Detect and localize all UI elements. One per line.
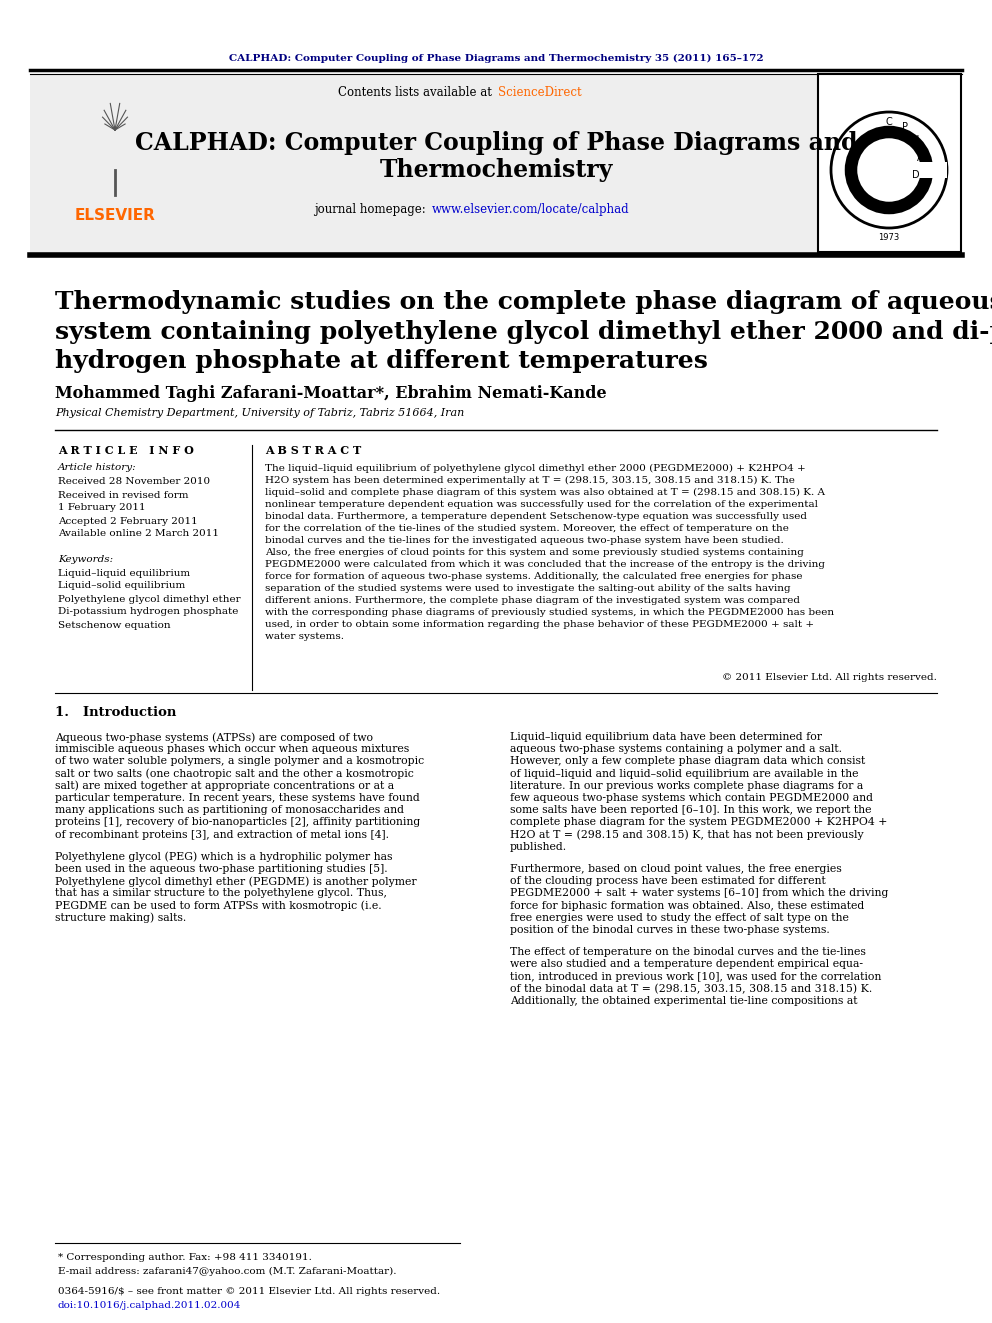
Text: Also, the free energies of cloud points for this system and some previously stud: Also, the free energies of cloud points …: [265, 548, 804, 557]
Text: H: H: [913, 135, 920, 146]
Text: Liquid–liquid equilibrium data have been determined for: Liquid–liquid equilibrium data have been…: [510, 732, 822, 742]
Text: structure making) salts.: structure making) salts.: [55, 913, 186, 923]
Text: P: P: [902, 122, 908, 132]
Text: Liquid–solid equilibrium: Liquid–solid equilibrium: [58, 582, 186, 590]
Text: nonlinear temperature dependent equation was successfully used for the correlati: nonlinear temperature dependent equation…: [265, 500, 818, 509]
Text: salt or two salts (one chaotropic salt and the other a kosmotropic: salt or two salts (one chaotropic salt a…: [55, 769, 414, 779]
Text: Received in revised form: Received in revised form: [58, 491, 188, 500]
Text: water systems.: water systems.: [265, 632, 344, 642]
Text: ELSEVIER: ELSEVIER: [74, 208, 156, 222]
Bar: [30, 74, 962, 253]
Text: that has a similar structure to the polyethylene glycol. Thus,: that has a similar structure to the poly…: [55, 889, 387, 898]
Bar: [889, 161, 947, 179]
Text: position of the binodal curves in these two-phase systems.: position of the binodal curves in these …: [510, 925, 829, 935]
Text: doi:10.1016/j.calphad.2011.02.004: doi:10.1016/j.calphad.2011.02.004: [58, 1301, 241, 1310]
Text: Received 28 November 2010: Received 28 November 2010: [58, 478, 210, 487]
Text: www.elsevier.com/locate/calphad: www.elsevier.com/locate/calphad: [432, 204, 630, 217]
Text: The liquid–liquid equilibrium of polyethylene glycol dimethyl ether 2000 (PEGDME: The liquid–liquid equilibrium of polyeth…: [265, 464, 806, 474]
Text: PEGDME2000 + salt + water systems [6–10] from which the driving: PEGDME2000 + salt + water systems [6–10]…: [510, 889, 889, 898]
Text: with the corresponding phase diagrams of previously studied systems, in which th: with the corresponding phase diagrams of…: [265, 609, 834, 617]
Text: of liquid–liquid and liquid–solid equilibrium are available in the: of liquid–liquid and liquid–solid equili…: [510, 769, 858, 779]
Text: some salts have been reported [6–10]. In this work, we report the: some salts have been reported [6–10]. In…: [510, 806, 872, 815]
Text: Di-potassium hydrogen phosphate: Di-potassium hydrogen phosphate: [58, 607, 238, 617]
Text: of the binodal data at T = (298.15, 303.15, 308.15 and 318.15) K.: of the binodal data at T = (298.15, 303.…: [510, 984, 872, 994]
Text: The effect of temperature on the binodal curves and the tie-lines: The effect of temperature on the binodal…: [510, 947, 866, 958]
Text: Aqueous two-phase systems (ATPSs) are composed of two: Aqueous two-phase systems (ATPSs) are co…: [55, 732, 373, 742]
Text: free energies were used to study the effect of salt type on the: free energies were used to study the eff…: [510, 913, 849, 923]
Text: been used in the aqueous two-phase partitioning studies [5].: been used in the aqueous two-phase parti…: [55, 864, 388, 875]
Text: tion, introduced in previous work [10], was used for the correlation: tion, introduced in previous work [10], …: [510, 971, 881, 982]
Text: Accepted 2 February 2011: Accepted 2 February 2011: [58, 516, 197, 525]
Text: PEGDME can be used to form ATPSs with kosmotropic (i.e.: PEGDME can be used to form ATPSs with ko…: [55, 901, 382, 912]
Text: However, only a few complete phase diagram data which consist: However, only a few complete phase diagr…: [510, 757, 865, 766]
Text: Setschenow equation: Setschenow equation: [58, 620, 171, 630]
Text: H2O system has been determined experimentally at T = (298.15, 303.15, 308.15 and: H2O system has been determined experimen…: [265, 476, 795, 486]
Text: liquid–solid and complete phase diagram of this system was also obtained at T = : liquid–solid and complete phase diagram …: [265, 488, 825, 497]
Text: separation of the studied systems were used to investigate the salting-out abili: separation of the studied systems were u…: [265, 583, 791, 593]
Text: Polyethylene glycol dimethyl ether (PEGDME) is another polymer: Polyethylene glycol dimethyl ether (PEGD…: [55, 876, 417, 886]
Text: binodal curves and the tie-lines for the investigated aqueous two-phase system h: binodal curves and the tie-lines for the…: [265, 536, 784, 545]
Text: A R T I C L E   I N F O: A R T I C L E I N F O: [58, 445, 193, 455]
Text: proteins [1], recovery of bio-nanoparticles [2], affinity partitioning: proteins [1], recovery of bio-nanopartic…: [55, 818, 421, 827]
Text: were also studied and a temperature dependent empirical equa-: were also studied and a temperature depe…: [510, 959, 863, 970]
Text: Available online 2 March 2011: Available online 2 March 2011: [58, 529, 219, 538]
Text: different anions. Furthermore, the complete phase diagram of the investigated sy: different anions. Furthermore, the compl…: [265, 595, 800, 605]
Text: Mohammed Taghi Zafarani-Moattar*, Ebrahim Nemati-Kande: Mohammed Taghi Zafarani-Moattar*, Ebrahi…: [55, 385, 607, 401]
Text: H2O at T = (298.15 and 308.15) K, that has not been previously: H2O at T = (298.15 and 308.15) K, that h…: [510, 830, 864, 840]
Text: CALPHAD: Computer Coupling of Phase Diagrams and Thermochemistry 35 (2011) 165–1: CALPHAD: Computer Coupling of Phase Diag…: [229, 53, 763, 62]
Bar: [818, 74, 961, 251]
Text: Contents lists available at: Contents lists available at: [338, 86, 496, 99]
Text: A: A: [917, 153, 924, 163]
Text: Additionally, the obtained experimental tie-line compositions at: Additionally, the obtained experimental …: [510, 996, 857, 1005]
Text: Thermochemistry: Thermochemistry: [379, 157, 613, 183]
Text: published.: published.: [510, 841, 567, 852]
Text: Polyethylene glycol dimethyl ether: Polyethylene glycol dimethyl ether: [58, 594, 241, 603]
Text: A B S T R A C T: A B S T R A C T: [265, 445, 361, 455]
Text: 1973: 1973: [878, 233, 900, 242]
Text: 1.   Introduction: 1. Introduction: [55, 706, 177, 720]
Text: few aqueous two-phase systems which contain PEGDME2000 and: few aqueous two-phase systems which cont…: [510, 792, 873, 803]
Text: many applications such as partitioning of monosaccharides and: many applications such as partitioning o…: [55, 806, 404, 815]
Text: Physical Chemistry Department, University of Tabriz, Tabriz 51664, Iran: Physical Chemistry Department, Universit…: [55, 407, 464, 418]
Text: Keywords:: Keywords:: [58, 556, 113, 565]
Text: Furthermore, based on cloud point values, the free energies: Furthermore, based on cloud point values…: [510, 864, 842, 875]
Text: ScienceDirect: ScienceDirect: [498, 86, 581, 99]
Text: 1 February 2011: 1 February 2011: [58, 504, 146, 512]
Text: CALPHAD: Computer Coupling of Phase Diagrams and: CALPHAD: Computer Coupling of Phase Diag…: [135, 131, 857, 155]
Text: force for formation of aqueous two-phase systems. Additionally, the calculated f: force for formation of aqueous two-phase…: [265, 572, 803, 581]
Text: of recombinant proteins [3], and extraction of metal ions [4].: of recombinant proteins [3], and extract…: [55, 830, 389, 840]
Text: immiscible aqueous phases which occur when aqueous mixtures: immiscible aqueous phases which occur wh…: [55, 745, 410, 754]
Text: of two water soluble polymers, a single polymer and a kosmotropic: of two water soluble polymers, a single …: [55, 757, 425, 766]
Text: Article history:: Article history:: [58, 463, 137, 472]
Text: literature. In our previous works complete phase diagrams for a: literature. In our previous works comple…: [510, 781, 863, 791]
Text: force for biphasic formation was obtained. Also, these estimated: force for biphasic formation was obtaine…: [510, 901, 864, 910]
Text: complete phase diagram for the system PEGDME2000 + K2HPO4 +: complete phase diagram for the system PE…: [510, 818, 888, 827]
Text: Thermodynamic studies on the complete phase diagram of aqueous two phase
system : Thermodynamic studies on the complete ph…: [55, 290, 992, 373]
Text: D: D: [913, 169, 920, 180]
Text: 0364-5916/$ – see front matter © 2011 Elsevier Ltd. All rights reserved.: 0364-5916/$ – see front matter © 2011 El…: [58, 1286, 440, 1295]
Text: * Corresponding author. Fax: +98 411 3340191.: * Corresponding author. Fax: +98 411 334…: [58, 1253, 311, 1262]
Text: © 2011 Elsevier Ltd. All rights reserved.: © 2011 Elsevier Ltd. All rights reserved…: [722, 673, 937, 683]
Text: of the clouding process have been estimated for different: of the clouding process have been estima…: [510, 876, 825, 886]
Text: aqueous two-phase systems containing a polymer and a salt.: aqueous two-phase systems containing a p…: [510, 745, 842, 754]
Text: salt) are mixed together at appropriate concentrations or at a: salt) are mixed together at appropriate …: [55, 781, 394, 791]
Text: binodal data. Furthermore, a temperature dependent Setschenow-type equation was : binodal data. Furthermore, a temperature…: [265, 512, 807, 521]
Text: Polyethylene glycol (PEG) which is a hydrophilic polymer has: Polyethylene glycol (PEG) which is a hyd…: [55, 852, 393, 863]
Text: C: C: [886, 116, 893, 127]
Text: journal homepage:: journal homepage:: [314, 204, 430, 217]
Text: particular temperature. In recent years, these systems have found: particular temperature. In recent years,…: [55, 792, 420, 803]
Text: E-mail address: zafarani47@yahoo.com (M.T. Zafarani-Moattar).: E-mail address: zafarani47@yahoo.com (M.…: [58, 1266, 397, 1275]
Text: for the correlation of the tie-lines of the studied system. Moreover, the effect: for the correlation of the tie-lines of …: [265, 524, 789, 533]
Text: PEGDME2000 were calculated from which it was concluded that the increase of the : PEGDME2000 were calculated from which it…: [265, 560, 825, 569]
Text: Liquid–liquid equilibrium: Liquid–liquid equilibrium: [58, 569, 190, 578]
Text: used, in order to obtain some information regarding the phase behavior of these : used, in order to obtain some informatio…: [265, 620, 814, 628]
